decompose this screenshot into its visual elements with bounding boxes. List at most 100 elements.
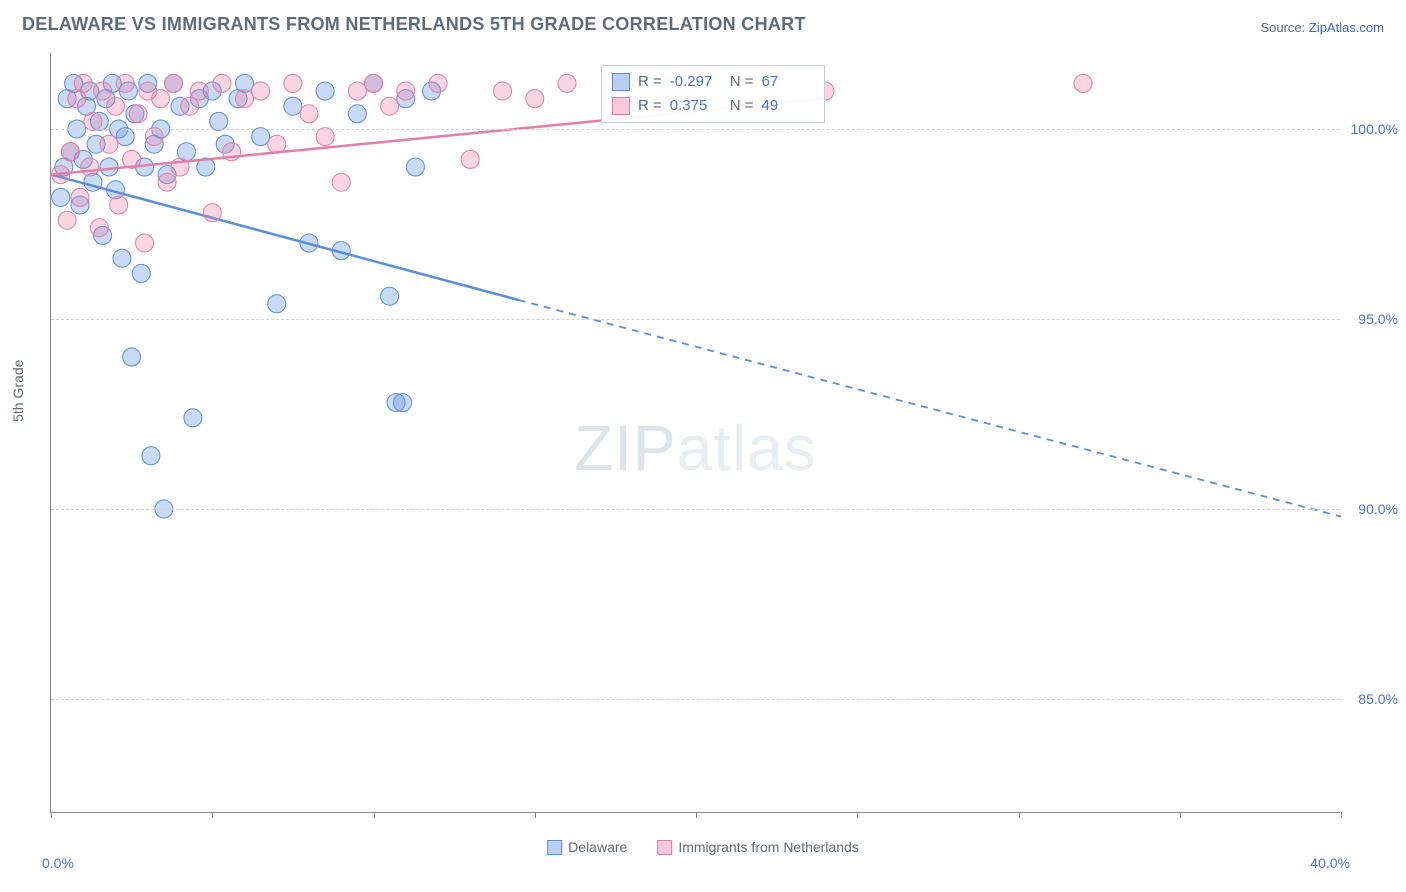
x-tick-min: 0.0% [42, 855, 74, 871]
x-tick [374, 812, 375, 818]
x-tick [696, 812, 697, 818]
scatter-point-delaware [210, 112, 228, 130]
scatter-point-netherlands [84, 112, 102, 130]
x-tick [535, 812, 536, 818]
scatter-point-netherlands [136, 234, 154, 252]
scatter-point-netherlands [100, 135, 118, 153]
scatter-point-delaware [284, 97, 302, 115]
source-attribution: Source: ZipAtlas.com [1260, 20, 1384, 35]
regression-line-delaware [51, 175, 519, 300]
scatter-point-netherlands [90, 219, 108, 237]
scatter-point-netherlands [61, 143, 79, 161]
scatter-point-netherlands [526, 90, 544, 108]
y-tick-label: 90.0% [1358, 501, 1398, 517]
scatter-point-netherlands [116, 74, 134, 92]
scatter-point-netherlands [129, 105, 147, 123]
legend-item: Delaware [547, 839, 627, 855]
scatter-point-netherlands [181, 97, 199, 115]
scatter-point-netherlands [236, 90, 254, 108]
regression-extrapolation-delaware [519, 300, 1341, 517]
correlation-stats-box: R = -0.297 N = 67 R = 0.375 N = 49 [601, 65, 825, 123]
scatter-point-delaware [113, 249, 131, 267]
stats-row: R = 0.375 N = 49 [612, 94, 814, 118]
scatter-point-netherlands [316, 128, 334, 146]
scatter-point-netherlands [213, 74, 231, 92]
scatter-point-netherlands [152, 90, 170, 108]
grid-line-h [51, 129, 1340, 130]
scatter-point-delaware [142, 447, 160, 465]
stats-n-value: 49 [762, 94, 814, 118]
stats-n-label: N = [730, 70, 754, 94]
chart-container: 5th Grade ZIPatlas R = -0.297 N = 67 R =… [0, 43, 1406, 863]
stats-n-label: N = [730, 94, 754, 118]
x-tick-max: 40.0% [1310, 855, 1350, 871]
scatter-point-netherlands [381, 97, 399, 115]
scatter-point-netherlands [74, 74, 92, 92]
source-prefix: Source: [1260, 20, 1308, 35]
x-tick [1019, 812, 1020, 818]
scatter-point-netherlands [558, 74, 576, 92]
y-tick-label: 85.0% [1358, 691, 1398, 707]
x-tick [1180, 812, 1181, 818]
legend-swatch [547, 840, 562, 855]
y-tick-label: 100.0% [1351, 121, 1398, 137]
scatter-point-netherlands [300, 105, 318, 123]
scatter-point-delaware [268, 295, 286, 313]
scatter-point-delaware [316, 82, 334, 100]
grid-line-h [51, 509, 1340, 510]
legend-label: Delaware [568, 839, 627, 855]
stats-r-value: -0.297 [670, 70, 722, 94]
grid-line-h [51, 699, 1340, 700]
x-tick [212, 812, 213, 818]
scatter-point-netherlands [158, 173, 176, 191]
legend-label: Immigrants from Netherlands [678, 839, 859, 855]
scatter-point-netherlands [203, 204, 221, 222]
scatter-point-netherlands [165, 74, 183, 92]
scatter-point-delaware [123, 348, 141, 366]
scatter-point-netherlands [397, 82, 415, 100]
stats-n-value: 67 [762, 70, 814, 94]
scatter-point-delaware [52, 188, 70, 206]
chart-header: DELAWARE VS IMMIGRANTS FROM NETHERLANDS … [0, 0, 1406, 43]
y-tick-label: 95.0% [1358, 311, 1398, 327]
source-link[interactable]: ZipAtlas.com [1309, 20, 1384, 35]
chart-title: DELAWARE VS IMMIGRANTS FROM NETHERLANDS … [22, 14, 806, 35]
scatter-point-netherlands [58, 211, 76, 229]
scatter-point-netherlands [268, 135, 286, 153]
scatter-point-netherlands [110, 196, 128, 214]
scatter-point-delaware [184, 409, 202, 427]
scatter-point-netherlands [284, 74, 302, 92]
stats-r-value: 0.375 [670, 94, 722, 118]
stats-swatch [612, 97, 630, 115]
stats-r-label: R = [638, 70, 662, 94]
scatter-point-netherlands [365, 74, 383, 92]
scatter-point-netherlands [252, 82, 270, 100]
grid-line-h [51, 319, 1340, 320]
legend: Delaware Immigrants from Netherlands [547, 839, 859, 855]
stats-swatch [612, 73, 630, 91]
x-tick [1341, 812, 1342, 818]
scatter-point-delaware [116, 128, 134, 146]
scatter-point-netherlands [81, 158, 99, 176]
scatter-point-netherlands [94, 82, 112, 100]
scatter-point-netherlands [494, 82, 512, 100]
legend-item: Immigrants from Netherlands [657, 839, 859, 855]
scatter-point-netherlands [190, 82, 208, 100]
scatter-point-delaware [406, 158, 424, 176]
stats-r-label: R = [638, 94, 662, 118]
x-tick [51, 812, 52, 818]
scatter-point-netherlands [145, 128, 163, 146]
scatter-point-delaware [348, 105, 366, 123]
scatter-point-delaware [252, 128, 270, 146]
scatter-point-netherlands [348, 82, 366, 100]
plot-area: ZIPatlas R = -0.297 N = 67 R = 0.375 N =… [50, 53, 1340, 813]
scatter-point-netherlands [107, 97, 125, 115]
scatter-point-delaware [100, 158, 118, 176]
y-axis-label: 5th Grade [10, 360, 26, 422]
legend-swatch [657, 840, 672, 855]
x-tick [857, 812, 858, 818]
stats-row: R = -0.297 N = 67 [612, 70, 814, 94]
scatter-point-netherlands [1074, 74, 1092, 92]
scatter-point-delaware [394, 394, 412, 412]
scatter-point-delaware [132, 264, 150, 282]
